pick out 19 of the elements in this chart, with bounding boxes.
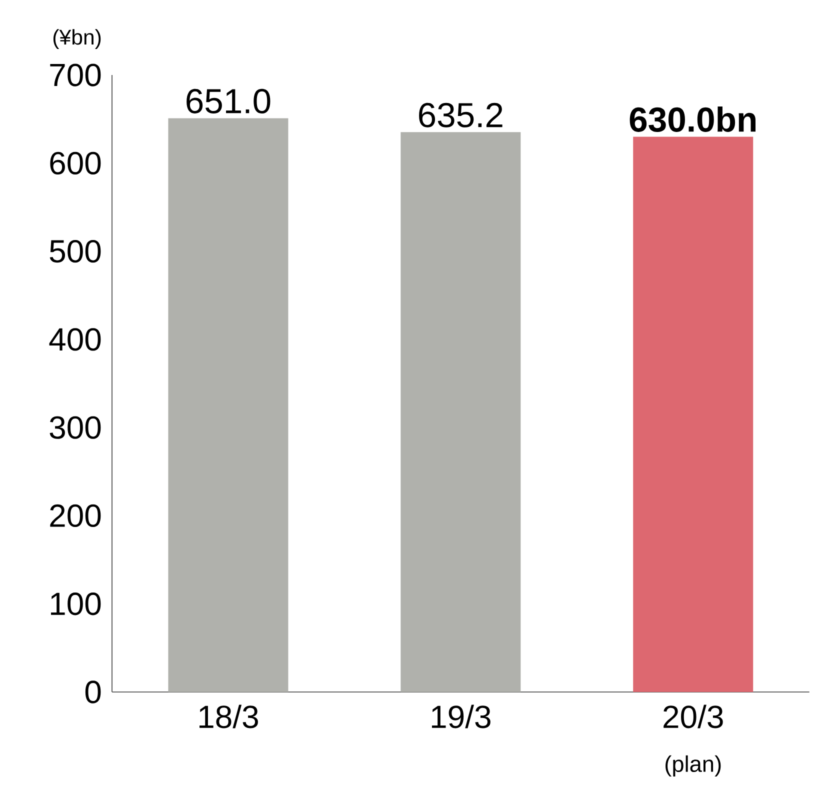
y-tick-label: 400 [49,328,101,351]
x-tick-label: 19/3 [432,704,490,728]
data-label: 651.0 [186,88,270,114]
bar [400,132,521,692]
y-tick-label: 0 [85,680,101,704]
y-axis-title: (¥bn) [53,29,101,49]
data-label: 635.2 [419,102,502,128]
y-tick-label: 700 [50,64,101,86]
y-tick-label: 100 [51,592,101,616]
text: (plan) [666,755,721,777]
x-tick-label: 18/3 [200,704,258,728]
bar [633,136,754,692]
data-label: 630.0bn [630,106,756,132]
y-tick-label: 300 [50,416,101,439]
y-tick-label: 600 [50,152,101,174]
x-tick-label: 20/3 [664,704,723,728]
y-tick-label: 500 [50,240,101,263]
y-tick-label: 200 [50,504,101,528]
bar [168,118,288,692]
